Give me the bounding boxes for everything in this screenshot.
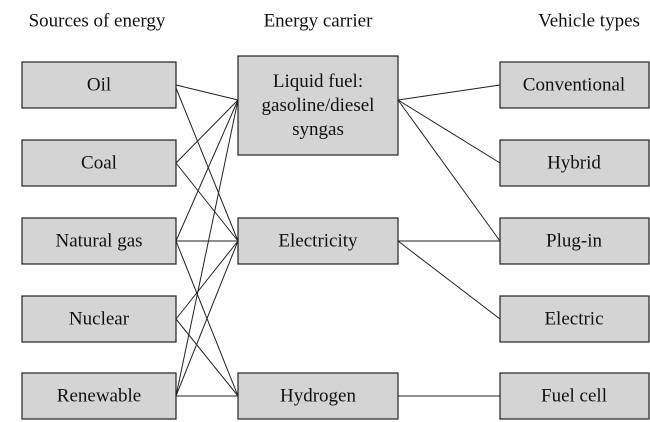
link	[175, 240, 239, 397]
link	[175, 240, 239, 320]
source-box	[21, 372, 177, 420]
link	[397, 99, 501, 164]
column-header: Vehicle types	[538, 10, 640, 31]
carrier-box	[237, 55, 399, 156]
carrier-label: Liquid fuel:	[273, 71, 363, 92]
column-header: Energy carrier	[264, 10, 374, 31]
column-header: Sources of energy	[29, 10, 166, 31]
source-label: Renewable	[57, 385, 141, 406]
source-label: Oil	[87, 74, 111, 95]
vehicle-box	[499, 295, 650, 343]
vehicle-box	[499, 217, 650, 265]
vehicle-label: Fuel cell	[541, 385, 607, 406]
vehicle-label: Conventional	[523, 74, 625, 95]
vehicle-label: Electric	[544, 308, 603, 329]
source-label: Natural gas	[55, 230, 142, 251]
link	[175, 99, 239, 242]
link	[175, 99, 239, 397]
carrier-label: syngas	[292, 119, 344, 140]
link	[175, 318, 239, 397]
link	[397, 84, 501, 101]
link	[397, 99, 501, 242]
link	[175, 99, 239, 164]
source-box	[21, 217, 177, 265]
vehicle-box	[499, 139, 650, 187]
source-box	[21, 61, 177, 109]
carrier-box	[237, 372, 399, 420]
vehicle-box	[499, 61, 650, 109]
source-box	[21, 295, 177, 343]
source-label: Coal	[81, 152, 117, 173]
vehicle-box	[499, 372, 650, 420]
vehicle-label: Plug-in	[546, 230, 602, 251]
carrier-box	[237, 217, 399, 265]
carrier-label: Electricity	[278, 230, 358, 251]
carrier-label: gasoline/diesel	[262, 95, 375, 116]
links	[175, 84, 501, 397]
carrier-label: Hydrogen	[280, 385, 356, 406]
source-box	[21, 139, 177, 187]
boxes: Oil Coal Natural gas Nuclear Renewable Liquid…	[21, 55, 650, 420]
source-label: Nuclear	[69, 308, 130, 329]
link	[175, 84, 239, 101]
vehicle-label: Hybrid	[547, 152, 601, 173]
link	[175, 162, 239, 242]
link	[175, 87, 239, 242]
link	[397, 240, 501, 320]
